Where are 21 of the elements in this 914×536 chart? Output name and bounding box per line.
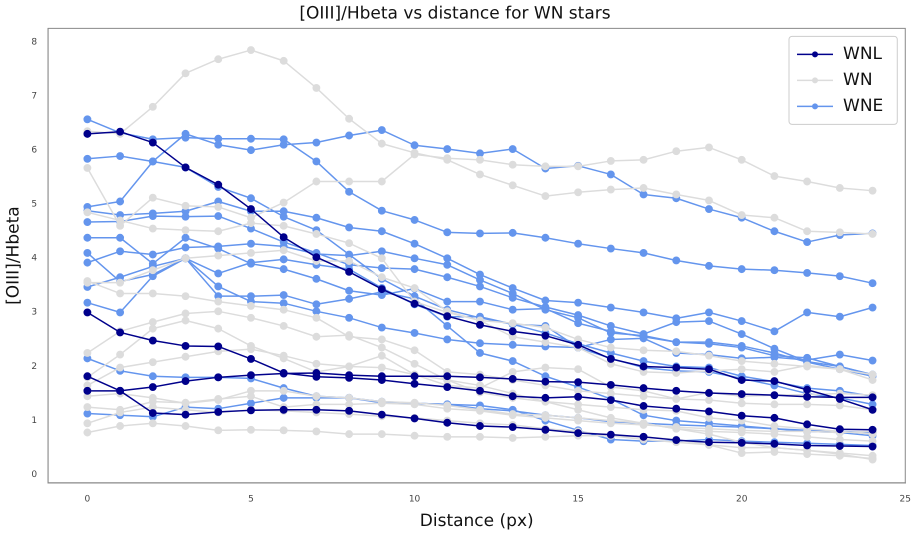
y-tick-label: 8 <box>31 37 38 48</box>
y-tick-label: 3 <box>31 308 38 318</box>
y-tick-label: 1 <box>31 416 38 426</box>
y-tick-label: 0 <box>31 470 38 480</box>
y-tick-label: 6 <box>31 145 38 156</box>
x-tick-label: 15 <box>572 494 584 505</box>
x-tick-label: 20 <box>736 494 748 505</box>
y-tick-label: 2 <box>31 362 38 372</box>
y-tick-label: 5 <box>31 200 38 210</box>
chart-title: [OIII]/Hbeta vs distance for WN stars <box>299 4 611 24</box>
x-axis-title: Distance (px) <box>420 511 534 532</box>
y-axis-title: [OIII]/Hbeta <box>4 206 24 305</box>
legend-label: WN <box>843 70 873 90</box>
y-tick-label: 4 <box>31 254 38 264</box>
x-tick-label: 25 <box>900 494 911 505</box>
x-tick-label: 0 <box>84 494 91 505</box>
y-tick-label: 7 <box>31 91 38 102</box>
legend-label: WNL <box>843 44 883 64</box>
x-tick-label: 10 <box>408 494 421 505</box>
x-tick-label: 5 <box>248 494 254 505</box>
legend-label: WNE <box>843 96 884 116</box>
